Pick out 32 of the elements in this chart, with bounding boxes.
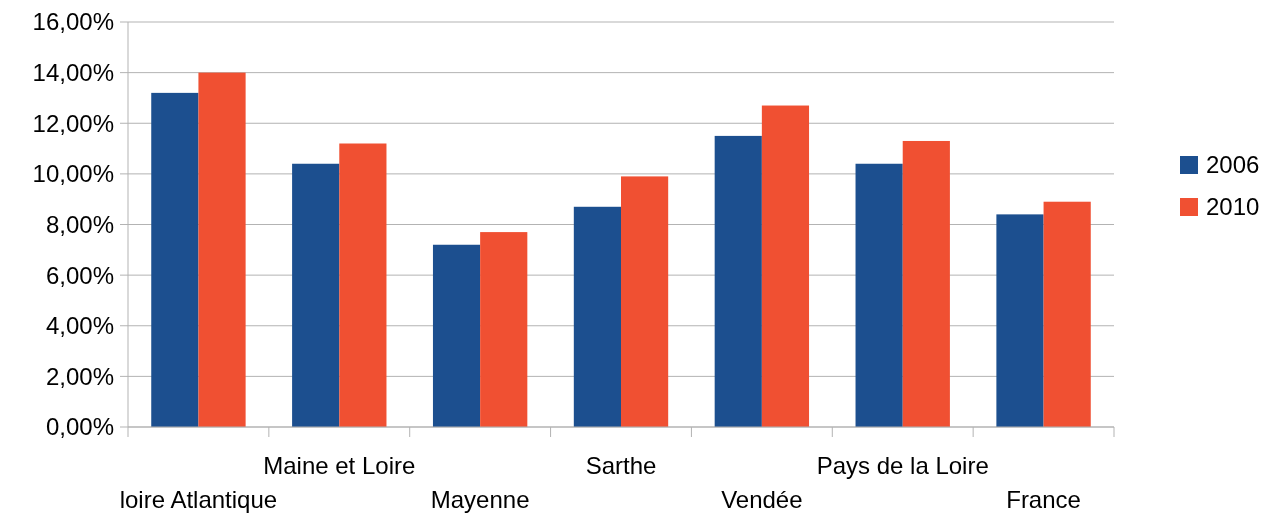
x-tick-label: loire Atlantique [119,486,278,513]
bar [621,176,669,427]
bar [996,214,1044,427]
bar [761,105,810,427]
y-tick-label: 4,00% [45,312,114,340]
y-tick-label: 14,00% [32,59,114,87]
bar [151,92,199,427]
y-tick-label: 10,00% [32,160,114,188]
bar [292,163,340,427]
bar [855,163,903,427]
x-tick-label: Mayenne [430,486,530,513]
bar [432,244,481,427]
legend-label: 2006 [1206,151,1260,179]
y-tick-label: 0,00% [45,413,114,441]
bar [480,232,528,427]
bar [714,135,762,427]
bar [198,72,246,427]
x-tick-label: Vendée [721,486,803,513]
x-tick-label: Sarthe [585,452,657,479]
bar [1043,201,1091,427]
y-tick-label: 2,00% [45,362,114,390]
y-tick-label: 12,00% [32,109,114,137]
bar [902,140,950,427]
x-tick-label: Pays de la Loire [816,452,989,479]
y-tick-label: 16,00% [32,8,114,36]
bar [339,143,387,427]
bar [573,206,621,427]
y-tick-label: 8,00% [45,210,114,238]
x-tick-label: Maine et Loire [263,452,416,479]
x-tick-label: France [1006,486,1081,513]
y-tick-label: 6,00% [45,261,114,289]
legend-label: 2010 [1206,193,1260,221]
